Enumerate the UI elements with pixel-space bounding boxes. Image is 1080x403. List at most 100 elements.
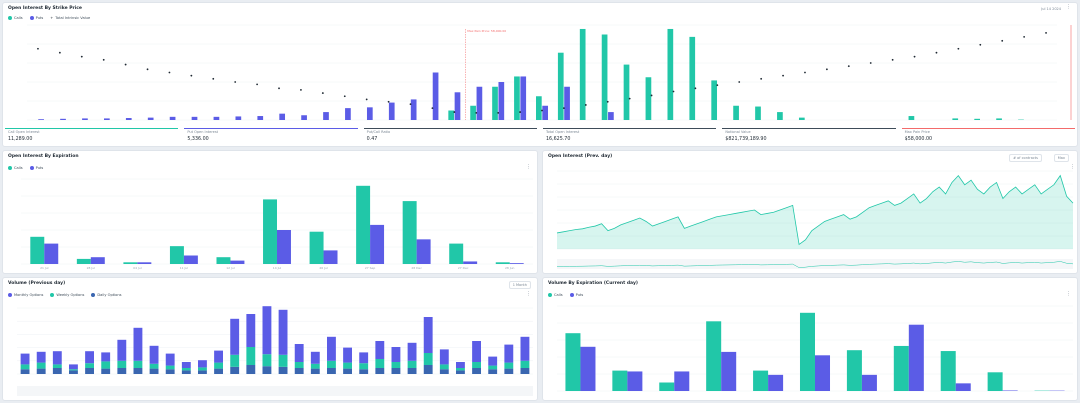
legend-pain[interactable]: + Total Intrinsic Value (50, 16, 91, 20)
intrinsic-value-point (58, 51, 61, 54)
volume-bar-segment (117, 368, 127, 374)
volume-bar-segment (504, 344, 514, 363)
puts-bar (370, 224, 385, 264)
volume-prev-day-panel: Volume (Previous day) 1 Month Monthly Op… (2, 277, 538, 401)
intrinsic-value-point (979, 43, 982, 46)
calls-bar (612, 370, 628, 391)
intrinsic-value-point (716, 84, 719, 87)
calls-bar (216, 257, 231, 264)
intrinsic-value-point (628, 97, 631, 100)
calls-bar (495, 262, 510, 264)
x-tick-label: 28 Jun (505, 266, 515, 270)
legend-puts[interactable]: Puts (29, 16, 43, 20)
volume-bar-segment (343, 368, 352, 374)
volume-bar-segment (278, 309, 288, 355)
puts-bar (768, 374, 784, 391)
legend-daily[interactable]: Daily Options (91, 293, 122, 297)
legend-calls[interactable]: Calls (8, 166, 23, 170)
volume-bar-segment (327, 336, 336, 361)
calls-dot-icon (8, 16, 12, 20)
puts-bar (463, 261, 478, 264)
volume-bar-segment (165, 353, 175, 366)
volume-bar-segment (20, 364, 30, 370)
volume-bar-segment (230, 366, 240, 374)
volume-bar-segment (439, 369, 449, 374)
intrinsic-value-point (146, 68, 149, 71)
puts-bar (509, 263, 524, 264)
intrinsic-value-point (672, 90, 675, 93)
intrinsic-value-point (300, 89, 302, 91)
puts-bar (542, 105, 548, 120)
legend-puts[interactable]: Puts (569, 293, 583, 297)
volume-bar-segment (391, 368, 401, 374)
volume-bar-segment (101, 352, 111, 362)
volume-bar-segment (149, 363, 159, 369)
puts-bar (520, 76, 527, 120)
summary-stats: Call Open Interest 11,289.00 Put Open Int… (5, 128, 1077, 146)
volume-bar-segment (52, 368, 62, 374)
volume-bar-segment (133, 368, 143, 374)
puts-bar (147, 117, 154, 120)
volume-bar-segment (407, 368, 417, 374)
x-tick-label: 21 Jul (40, 266, 49, 270)
intrinsic-value-point (541, 109, 543, 112)
calls-bar (601, 34, 608, 120)
legend-calls[interactable]: Calls (548, 293, 563, 297)
legend-weekly[interactable]: Weekly Options (50, 293, 84, 297)
volume-bar-segment (520, 368, 530, 374)
volume-bar-segment (85, 368, 94, 374)
volume-bar-segment (149, 368, 159, 374)
open-interest-prev-day-panel: Open Interest (Prev. day) # of contracts… (542, 150, 1078, 274)
volume-bar-segment (520, 336, 530, 361)
calls-bar (952, 118, 959, 120)
legend: Calls Puts (8, 166, 43, 170)
intrinsic-value-point (519, 111, 521, 113)
menu-icon[interactable]: ⋮ (1066, 4, 1071, 10)
volume-bar-segment (36, 368, 46, 374)
puts-bar (191, 116, 198, 120)
intrinsic-value-point (1023, 35, 1026, 38)
volume-bar-segment (504, 368, 514, 374)
puts-bar (44, 243, 59, 264)
menu-icon[interactable]: ⋮ (526, 164, 531, 170)
puts-bar (721, 351, 737, 391)
contracts-select[interactable]: # of contracts (1009, 154, 1042, 162)
calls-bar (940, 351, 956, 391)
intrinsic-value-point (563, 107, 565, 110)
legend-calls[interactable]: Calls (8, 16, 23, 20)
stat-ratio: Put/Call Ratio 0.47 (363, 128, 537, 146)
date-selector[interactable]: Jul 14 2024 (1041, 7, 1061, 11)
volume-bar-segment (214, 368, 223, 374)
puts-bar (38, 119, 44, 120)
legend: Calls Puts (548, 293, 583, 297)
period-select[interactable]: 1 Month (508, 281, 531, 289)
intrinsic-value-point (913, 55, 916, 58)
volume-bar-segment (165, 369, 175, 374)
volume-bar-segment (488, 369, 498, 374)
volume-bar-segment (488, 365, 498, 370)
open-interest-by-expiration-panel: Open Interest By Expiration Calls Puts ⋮… (2, 150, 538, 274)
intrinsic-value-point (212, 77, 215, 80)
intrinsic-value-point (738, 81, 741, 83)
menu-icon[interactable]: ⋮ (1066, 291, 1071, 297)
volume-bar-segment (149, 345, 159, 364)
volume-bar-segment (423, 353, 433, 365)
legend-monthly[interactable]: Monthly Options (8, 293, 43, 297)
panel-title: Open Interest (Prev. day) (548, 154, 613, 159)
puts-bar (388, 102, 395, 120)
puts-bar (323, 112, 329, 120)
puts-bar (90, 257, 105, 264)
calls-bar (169, 246, 184, 264)
menu-icon[interactable]: ⋮ (526, 291, 531, 297)
intrinsic-value-point (431, 107, 434, 110)
calls-bar (659, 382, 675, 391)
range-select[interactable]: Max (1053, 154, 1069, 162)
legend-puts[interactable]: Puts (29, 166, 43, 170)
intrinsic-value-point (869, 62, 872, 64)
calls-bar (711, 80, 718, 120)
panel-title: Open Interest By Strike Price (8, 6, 82, 11)
stat-put-oi: Put Open Interest 5,336.00 (184, 128, 358, 146)
menu-icon[interactable]: ⋮ (1070, 164, 1075, 170)
volume-bar-segment (310, 351, 320, 364)
x-tick-label: 27 Sep (365, 266, 376, 270)
